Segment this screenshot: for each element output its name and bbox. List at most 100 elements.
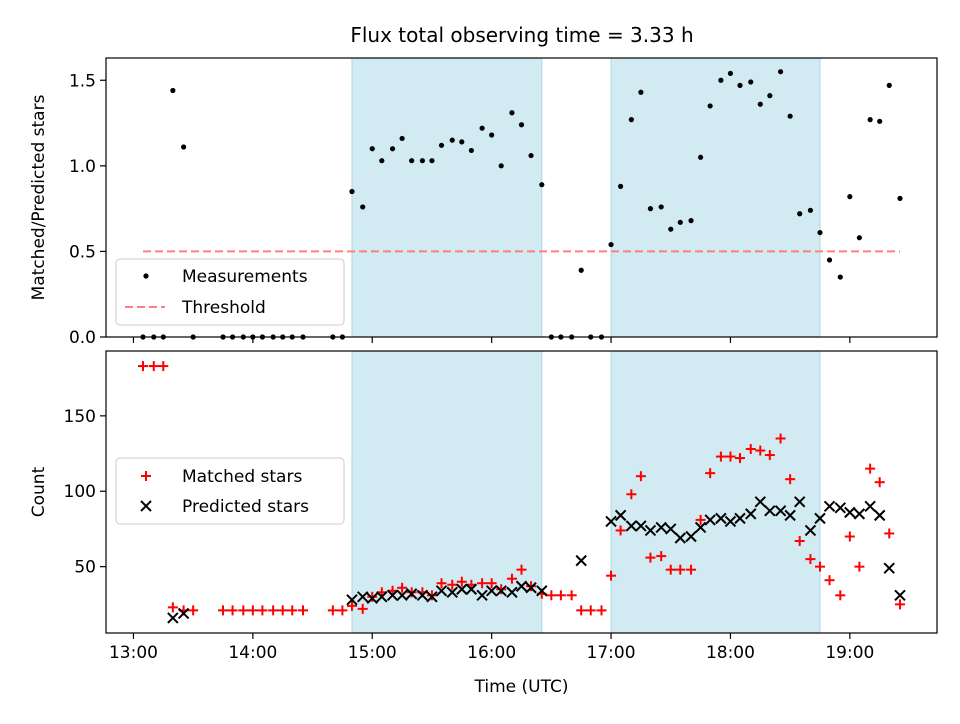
matched-stars-point (854, 561, 865, 572)
measurement-point (349, 188, 355, 195)
predicted-stars-point (814, 512, 826, 525)
matched-stars-point (447, 579, 458, 590)
measurement-point (688, 218, 694, 224)
count-panel: 50 100 150 Count 13:00 14:00 15:00 16:00 17:00 18… (29, 350, 938, 697)
y-tick-label: 0.5 (69, 242, 96, 262)
measurement-point (886, 82, 892, 88)
matched-stars-point (346, 600, 357, 611)
matched-stars-point (675, 564, 686, 575)
measurement-point (748, 79, 754, 85)
measurement-point (777, 69, 784, 75)
predicted-stars-point (704, 514, 716, 526)
measurement-point (787, 113, 793, 119)
x-tick-label: 19:00 (825, 643, 874, 663)
matched-stars-point (367, 591, 378, 602)
predicted-stars-point (506, 586, 518, 598)
matched-stars-point (755, 445, 766, 456)
predicted-stars-point (495, 585, 507, 597)
legend-box (115, 457, 345, 525)
observing-window-band (351, 57, 543, 338)
y-tick-label: 1.5 (69, 71, 96, 91)
matched-stars-point (894, 599, 905, 610)
legend-label: Predicted stars (182, 497, 309, 517)
observing-window-band (610, 350, 821, 634)
matched-stars-point (764, 450, 775, 461)
matched-stars-point (277, 605, 288, 616)
y-axis-label: Count (29, 466, 49, 517)
legend: Measurements Threshold (115, 258, 345, 326)
predicted-stars-point (396, 589, 408, 602)
matched-stars-point (606, 570, 617, 581)
matched-stars-point (397, 582, 408, 593)
matched-stars-point (734, 453, 745, 464)
matched-stars-point (775, 433, 786, 444)
matched-stars-point (585, 605, 596, 616)
matched-stars-point (357, 603, 368, 614)
observing-window-band (610, 57, 821, 338)
matched-stars-point (884, 528, 895, 539)
predicted-stars-point (575, 554, 587, 567)
matched-stars-point (486, 578, 497, 589)
matched-stars-point (705, 468, 716, 479)
measurement-point (438, 142, 445, 148)
predicted-stars-point (864, 500, 876, 513)
matched-stars-point (785, 474, 796, 485)
matched-stars-point (188, 605, 199, 616)
legend: Matched stars Predicted stars (115, 457, 345, 525)
predicted-stars-point (724, 515, 737, 528)
matched-stars-point (715, 451, 726, 462)
predicted-stars-point (465, 583, 478, 595)
matched-stars-point (496, 584, 507, 595)
measurement-point (181, 144, 187, 150)
matched-stars-point (555, 590, 566, 601)
observing-window-band (351, 350, 543, 634)
measurement-point (757, 101, 763, 107)
matched-stars-point (805, 554, 816, 565)
matched-stars-point (686, 564, 697, 575)
y-tick-label: 50 (74, 558, 96, 578)
measurement-point (498, 163, 504, 169)
matched-stars-point (665, 564, 676, 575)
predicted-stars-point (376, 591, 388, 603)
measurement-point (479, 125, 485, 131)
measurement-point (429, 158, 435, 164)
measurement-point (369, 146, 375, 152)
matched-stars-point (218, 605, 229, 616)
matched-stars-point (745, 444, 756, 455)
matched-stars-point (268, 605, 279, 616)
measurement-point (867, 117, 873, 123)
y-tick-label: 100 (64, 482, 96, 502)
measurement-point (528, 152, 534, 159)
predicted-stars-point (515, 580, 528, 592)
measurement-point (767, 93, 773, 99)
predicted-stars-point (804, 524, 817, 537)
matched-stars-point (814, 561, 825, 572)
y-tick-label: 0.0 (69, 328, 96, 348)
predicted-stars-point (853, 508, 866, 520)
matched-stars-point (406, 587, 417, 598)
matched-stars-point (456, 576, 467, 587)
matched-stars-point (844, 531, 855, 542)
measurement-point (647, 206, 654, 212)
matched-stars-point (436, 578, 447, 589)
predicted-stars-point (426, 591, 438, 603)
predicted-stars-point (346, 594, 358, 606)
predicted-stars-point (625, 520, 638, 532)
matched-stars-point (167, 602, 178, 613)
matched-stars-point (148, 361, 159, 372)
predicted-stars-point (644, 524, 657, 537)
predicted-stars-point (823, 500, 836, 513)
measurement-point (360, 204, 366, 210)
matched-stars-point (298, 605, 309, 616)
measurement-point (628, 117, 634, 123)
measurement-point (617, 183, 624, 189)
measurement-point (677, 219, 683, 225)
measurement-point (877, 118, 883, 124)
measurement-point (856, 235, 862, 241)
predicted-stars-point (476, 589, 488, 602)
predicted-stars-point (446, 586, 458, 598)
measurement-point (658, 204, 664, 210)
matched-stars-point (337, 605, 348, 616)
